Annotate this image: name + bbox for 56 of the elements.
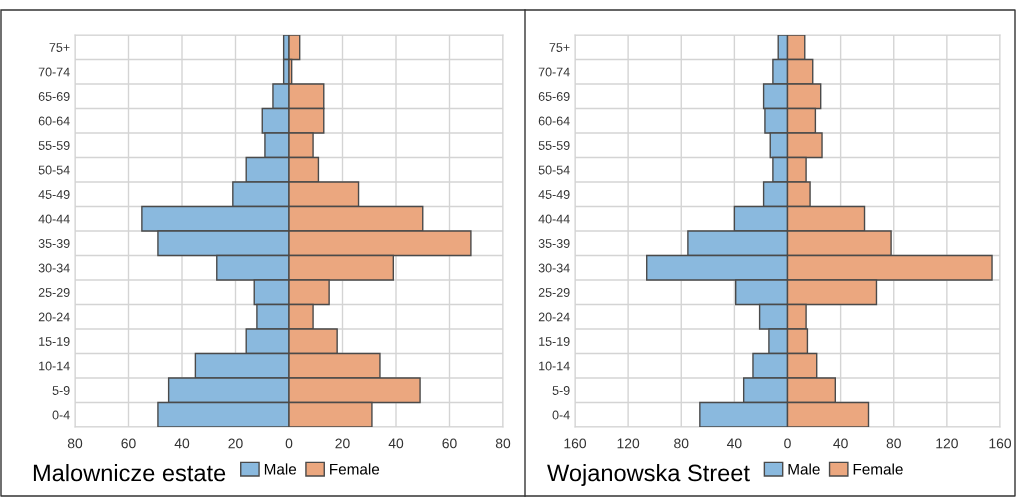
y-tick-label: 35-39	[538, 239, 570, 248]
legend-label: Male	[264, 463, 297, 475]
text: Wojanowska Street	[547, 463, 750, 486]
x-tick-label: 80	[674, 438, 689, 449]
y-tick-label: 60-64	[38, 116, 70, 126]
y-tick-label: 75+	[49, 43, 70, 52]
x-tick-label: 0	[285, 438, 293, 449]
x-tick-label: 20	[335, 438, 350, 449]
y-tick-label: 5-9	[52, 386, 70, 395]
x-tick-label: 160	[989, 438, 1012, 449]
x-tick-label: 80	[67, 438, 83, 449]
y-tick-label: 35-39	[38, 239, 70, 248]
y-tick-label: 55-59	[538, 141, 570, 150]
x-tick-label: 120	[936, 438, 958, 449]
y-tick-label: 15-19	[539, 337, 570, 346]
y-tick-label: 10-14	[39, 361, 70, 371]
y-tick-label: 50-54	[38, 165, 70, 175]
y-tick-label: 20-24	[538, 312, 570, 322]
x-tick-label: 40	[726, 438, 742, 449]
y-tick-label: 5-9	[552, 386, 570, 395]
y-tick-label: 10-14	[539, 361, 570, 371]
y-tick-label: 25-29	[538, 288, 570, 297]
y-tick-label: 45-49	[38, 190, 70, 199]
x-tick-label: 40	[388, 438, 404, 449]
x-tick-label: 160	[564, 438, 587, 449]
y-tick-label: 40-44	[38, 214, 70, 224]
y-tick-label: 0-4	[552, 410, 570, 420]
y-tick-label: 15-19	[39, 337, 70, 346]
y-tick-label: 45-49	[538, 190, 570, 199]
x-tick-label: 60	[442, 438, 457, 449]
y-tick-label: 55-59	[38, 141, 70, 150]
x-tick-label: 60	[121, 438, 136, 449]
y-tick-label: 25-29	[38, 288, 70, 297]
legend-label: Female	[853, 463, 903, 475]
y-tick-label: 50-54	[538, 165, 570, 175]
y-tick-label: 65-69	[538, 92, 570, 101]
y-tick-label: 30-34	[538, 263, 570, 273]
y-tick-label: 70-74	[538, 67, 570, 77]
y-tick-label: 70-74	[38, 67, 70, 77]
x-tick-label: 80	[886, 438, 901, 449]
x-tick-label: 20	[228, 438, 243, 449]
y-tick-label: 20-24	[38, 312, 70, 322]
legend-label: Female	[330, 463, 380, 475]
y-tick-label: 65-69	[38, 92, 70, 101]
x-tick-label: 40	[174, 438, 190, 449]
y-tick-label: 30-34	[38, 263, 70, 273]
x-tick-label: 40	[833, 438, 848, 449]
text: Malownicze estate	[33, 463, 226, 482]
y-tick-label: 40-44	[538, 214, 570, 224]
x-tick-label: 120	[617, 438, 640, 449]
y-tick-label: 75+	[549, 43, 570, 52]
x-tick-label: 0	[784, 438, 791, 449]
y-tick-label: 0-4	[52, 410, 70, 420]
y-tick-label: 60-64	[538, 116, 570, 126]
x-tick-label: 80	[495, 438, 511, 449]
legend-label: Male	[788, 463, 820, 475]
